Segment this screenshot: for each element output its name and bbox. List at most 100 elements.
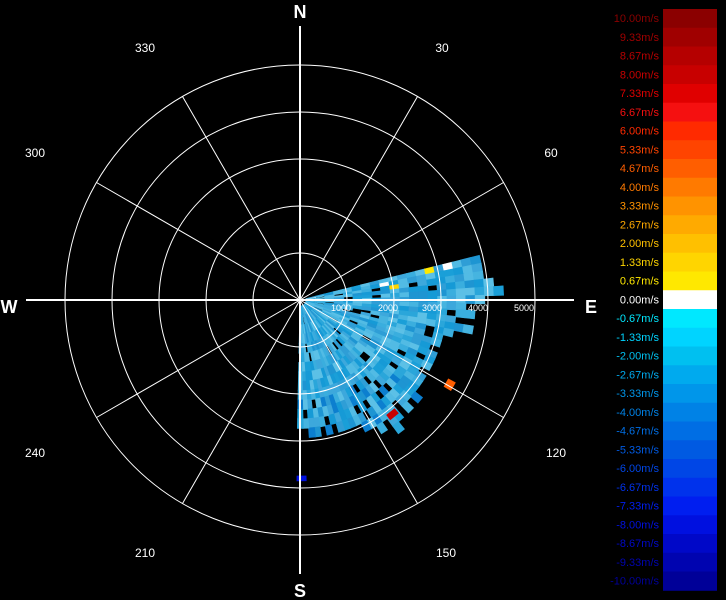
legend-swatch <box>663 27 717 47</box>
echo-bin <box>410 391 424 404</box>
legend-swatch <box>663 196 717 216</box>
legend-swatch <box>663 215 717 235</box>
bearing-label-300: 300 <box>25 146 45 160</box>
legend-label: -4.00m/s <box>616 407 659 419</box>
legend-label: -2.67m/s <box>616 369 659 381</box>
echo-bin <box>308 427 316 438</box>
legend-swatch <box>663 496 717 516</box>
echo-bin <box>483 286 495 297</box>
bearing-label-150: 150 <box>436 546 456 560</box>
legend-swatch <box>663 440 717 460</box>
echo-bin <box>465 287 476 297</box>
echo-bin <box>426 278 438 287</box>
echo-bin <box>302 418 310 429</box>
range-label-1000: 1000 <box>331 303 351 313</box>
echo-outlier <box>296 475 307 482</box>
legend-swatch <box>663 365 717 385</box>
legend-label: -6.00m/s <box>616 463 659 475</box>
legend-label: 2.00m/s <box>620 238 660 250</box>
echo-bin <box>436 289 448 298</box>
compass-labels: N S E W 30 60 120 150 210 240 300 330 <box>1 2 598 600</box>
legend-label: -4.67m/s <box>616 426 659 438</box>
legend-swatch <box>663 346 717 366</box>
legend-swatch <box>663 309 717 329</box>
echo-bin <box>446 302 457 311</box>
legend-swatch <box>663 177 717 197</box>
bearing-label-30: 30 <box>435 41 449 55</box>
legend-swatch <box>663 9 717 29</box>
legend-swatch <box>663 421 717 441</box>
legend-label: -6.67m/s <box>616 482 659 494</box>
radial-30 <box>299 96 418 301</box>
legend-label: 4.00m/s <box>620 182 660 194</box>
bearing-label-240: 240 <box>25 446 45 460</box>
velocity-echo-sector <box>296 254 504 482</box>
legend-label: -1.33m/s <box>616 332 659 344</box>
legend-label: -10.00m/s <box>610 576 659 588</box>
radar-ppi-display[interactable]: 1000 2000 3000 4000 5000 N S E W 30 60 1… <box>0 0 600 600</box>
legend-label: 8.00m/s <box>620 69 660 81</box>
legend-label: -3.33m/s <box>616 388 659 400</box>
echo-bin <box>427 290 439 298</box>
bearing-label-120: 120 <box>546 446 566 460</box>
bearing-label-60: 60 <box>544 146 558 160</box>
legend-label: 7.33m/s <box>620 88 660 100</box>
legend-label: 10.00m/s <box>614 13 660 25</box>
cardinal-south: S <box>294 581 306 600</box>
legend-swatch <box>663 534 717 554</box>
echo-bin <box>455 288 467 297</box>
radial-210 <box>182 299 301 504</box>
echo-bin <box>474 286 486 297</box>
legend-label: 2.67m/s <box>620 219 660 231</box>
bearing-label-210: 210 <box>135 546 155 560</box>
legend-swatch <box>663 46 717 66</box>
legend-label: 8.67m/s <box>620 51 660 63</box>
legend-label: 6.67m/s <box>620 107 660 119</box>
legend-swatch <box>663 552 717 572</box>
legend-label: 1.33m/s <box>620 257 660 269</box>
radial-60 <box>299 182 504 301</box>
legend-swatch <box>663 234 717 254</box>
radial-330 <box>182 96 301 301</box>
echo-bin <box>335 420 346 433</box>
echo-bin <box>360 419 372 433</box>
legend-label: 3.33m/s <box>620 201 660 213</box>
range-label-3000: 3000 <box>422 303 442 313</box>
legend-label: -7.33m/s <box>616 501 659 513</box>
radial-120 <box>299 299 504 418</box>
legend-label: 5.33m/s <box>620 144 660 156</box>
legend-swatch <box>663 65 717 85</box>
range-label-4000: 4000 <box>468 303 488 313</box>
echo-bin <box>446 288 457 297</box>
radial-240 <box>96 299 301 418</box>
range-azimuth-grid <box>26 26 574 574</box>
echo-bin <box>401 400 415 414</box>
echo-bin <box>361 306 373 312</box>
legend-label: 0.00m/s <box>620 294 660 306</box>
cardinal-east: E <box>585 297 597 317</box>
echo-bin <box>392 421 405 435</box>
range-label-5000: 5000 <box>514 303 534 313</box>
legend-label: 9.33m/s <box>620 32 660 44</box>
echo-outlier <box>386 408 399 421</box>
cardinal-west: W <box>1 297 18 317</box>
legend-label: -9.33m/s <box>616 557 659 569</box>
legend-label: 4.67m/s <box>620 163 660 175</box>
legend-swatch <box>663 121 717 141</box>
legend-swatch <box>663 384 717 404</box>
legend-label: -8.67m/s <box>616 538 659 550</box>
bearing-label-330: 330 <box>135 41 155 55</box>
echo-bin <box>418 290 429 298</box>
echo-bin <box>455 309 467 319</box>
legend-swatch <box>663 159 717 179</box>
range-label-2000: 2000 <box>378 303 398 313</box>
legend-label: -0.67m/s <box>616 313 659 325</box>
legend-swatch <box>663 327 717 347</box>
echo-bin <box>324 424 334 436</box>
legend-swatch <box>663 271 717 291</box>
legend-swatch <box>663 290 717 310</box>
legend-swatch <box>663 571 717 591</box>
legend-swatch <box>663 252 717 272</box>
radial-150 <box>299 299 418 504</box>
echo-bin <box>375 421 389 435</box>
